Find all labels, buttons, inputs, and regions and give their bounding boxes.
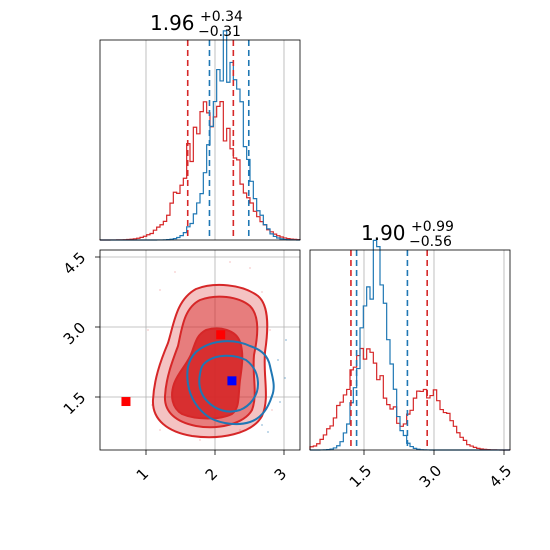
joint-marker-3 <box>227 376 237 386</box>
hist-x-title-minus: −0.31 <box>198 24 241 40</box>
joint-markers <box>121 330 237 407</box>
hist-x-title-plus: +0.34 <box>200 9 243 25</box>
hist-y-title: 1.90 +0.99 −0.56 <box>361 219 454 250</box>
hist-y-quantile-lines <box>350 250 428 450</box>
red-scatter-points <box>147 261 273 441</box>
red-contour-1sigma <box>171 327 244 420</box>
hist-x-title: 1.96 +0.34 −0.31 <box>150 9 243 40</box>
hist-y-title-value: 1.90 <box>361 221 406 245</box>
blue-contour-2sigma <box>186 340 275 426</box>
joint-marker-1 <box>121 397 131 407</box>
joint-marker-2 <box>216 330 226 340</box>
hist-y-title-minus: −0.56 <box>409 234 452 250</box>
blue-contours <box>186 340 275 426</box>
hist-y-frame <box>309 249 511 451</box>
hist-x-title-value: 1.96 <box>150 11 195 35</box>
red-contours <box>151 284 269 439</box>
hist-x-quantile-lines <box>186 40 250 240</box>
joint-frame <box>99 249 301 451</box>
hist-y-red-series <box>309 347 511 451</box>
blue-scatter-points <box>261 339 287 433</box>
hist-x-grid <box>145 40 285 240</box>
hist-y-title-plus: +0.99 <box>411 219 454 235</box>
hist-x-panel: 1.96 +0.34 −0.31 <box>99 9 301 241</box>
blue-contour-1sigma <box>198 354 260 413</box>
hist-y-red-steps <box>309 347 511 451</box>
hist-y-grid <box>363 250 505 450</box>
hist-x-frame <box>99 39 301 241</box>
